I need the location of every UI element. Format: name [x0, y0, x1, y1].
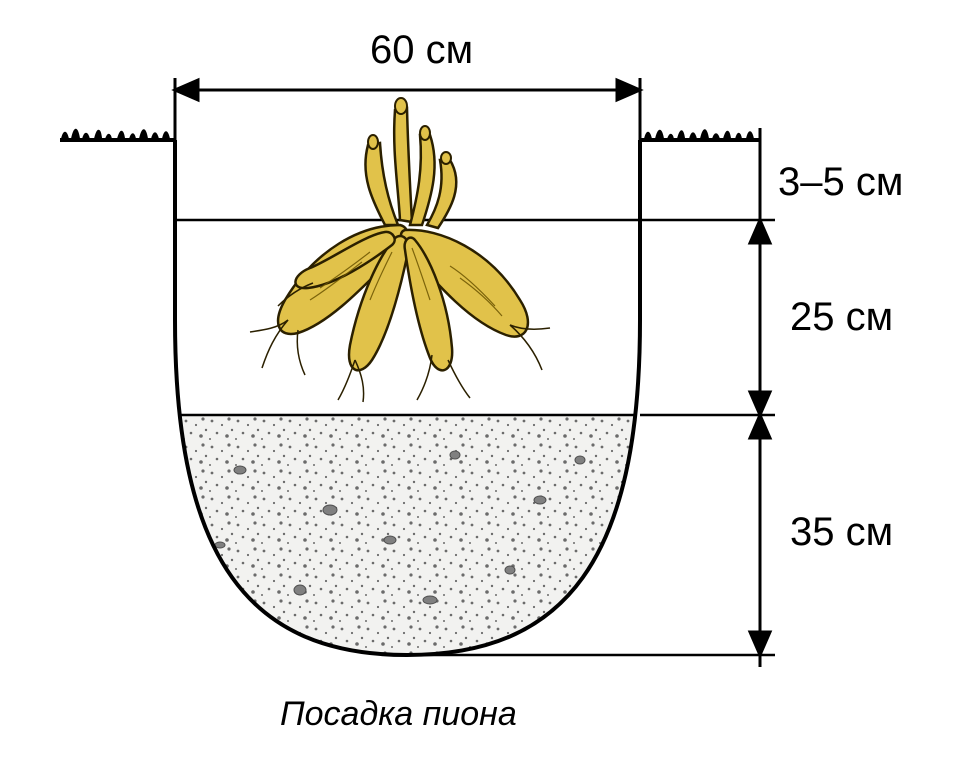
label-layer-middle: 25 см [790, 295, 893, 340]
dimension-right [750, 128, 770, 667]
diagram-stage: 60 см 3–5 см 25 см 35 см Посадка пиона [0, 0, 967, 768]
peony-root [250, 98, 550, 402]
label-width: 60 см [370, 28, 473, 73]
caption: Посадка пиона [280, 695, 517, 734]
label-layer-bottom: 35 см [790, 510, 893, 555]
label-layer-top: 3–5 см [778, 160, 903, 205]
ground-left [60, 130, 175, 140]
soil-drainage-layer [140, 415, 680, 675]
planting-diagram [0, 0, 967, 768]
ground-right [640, 131, 760, 141]
